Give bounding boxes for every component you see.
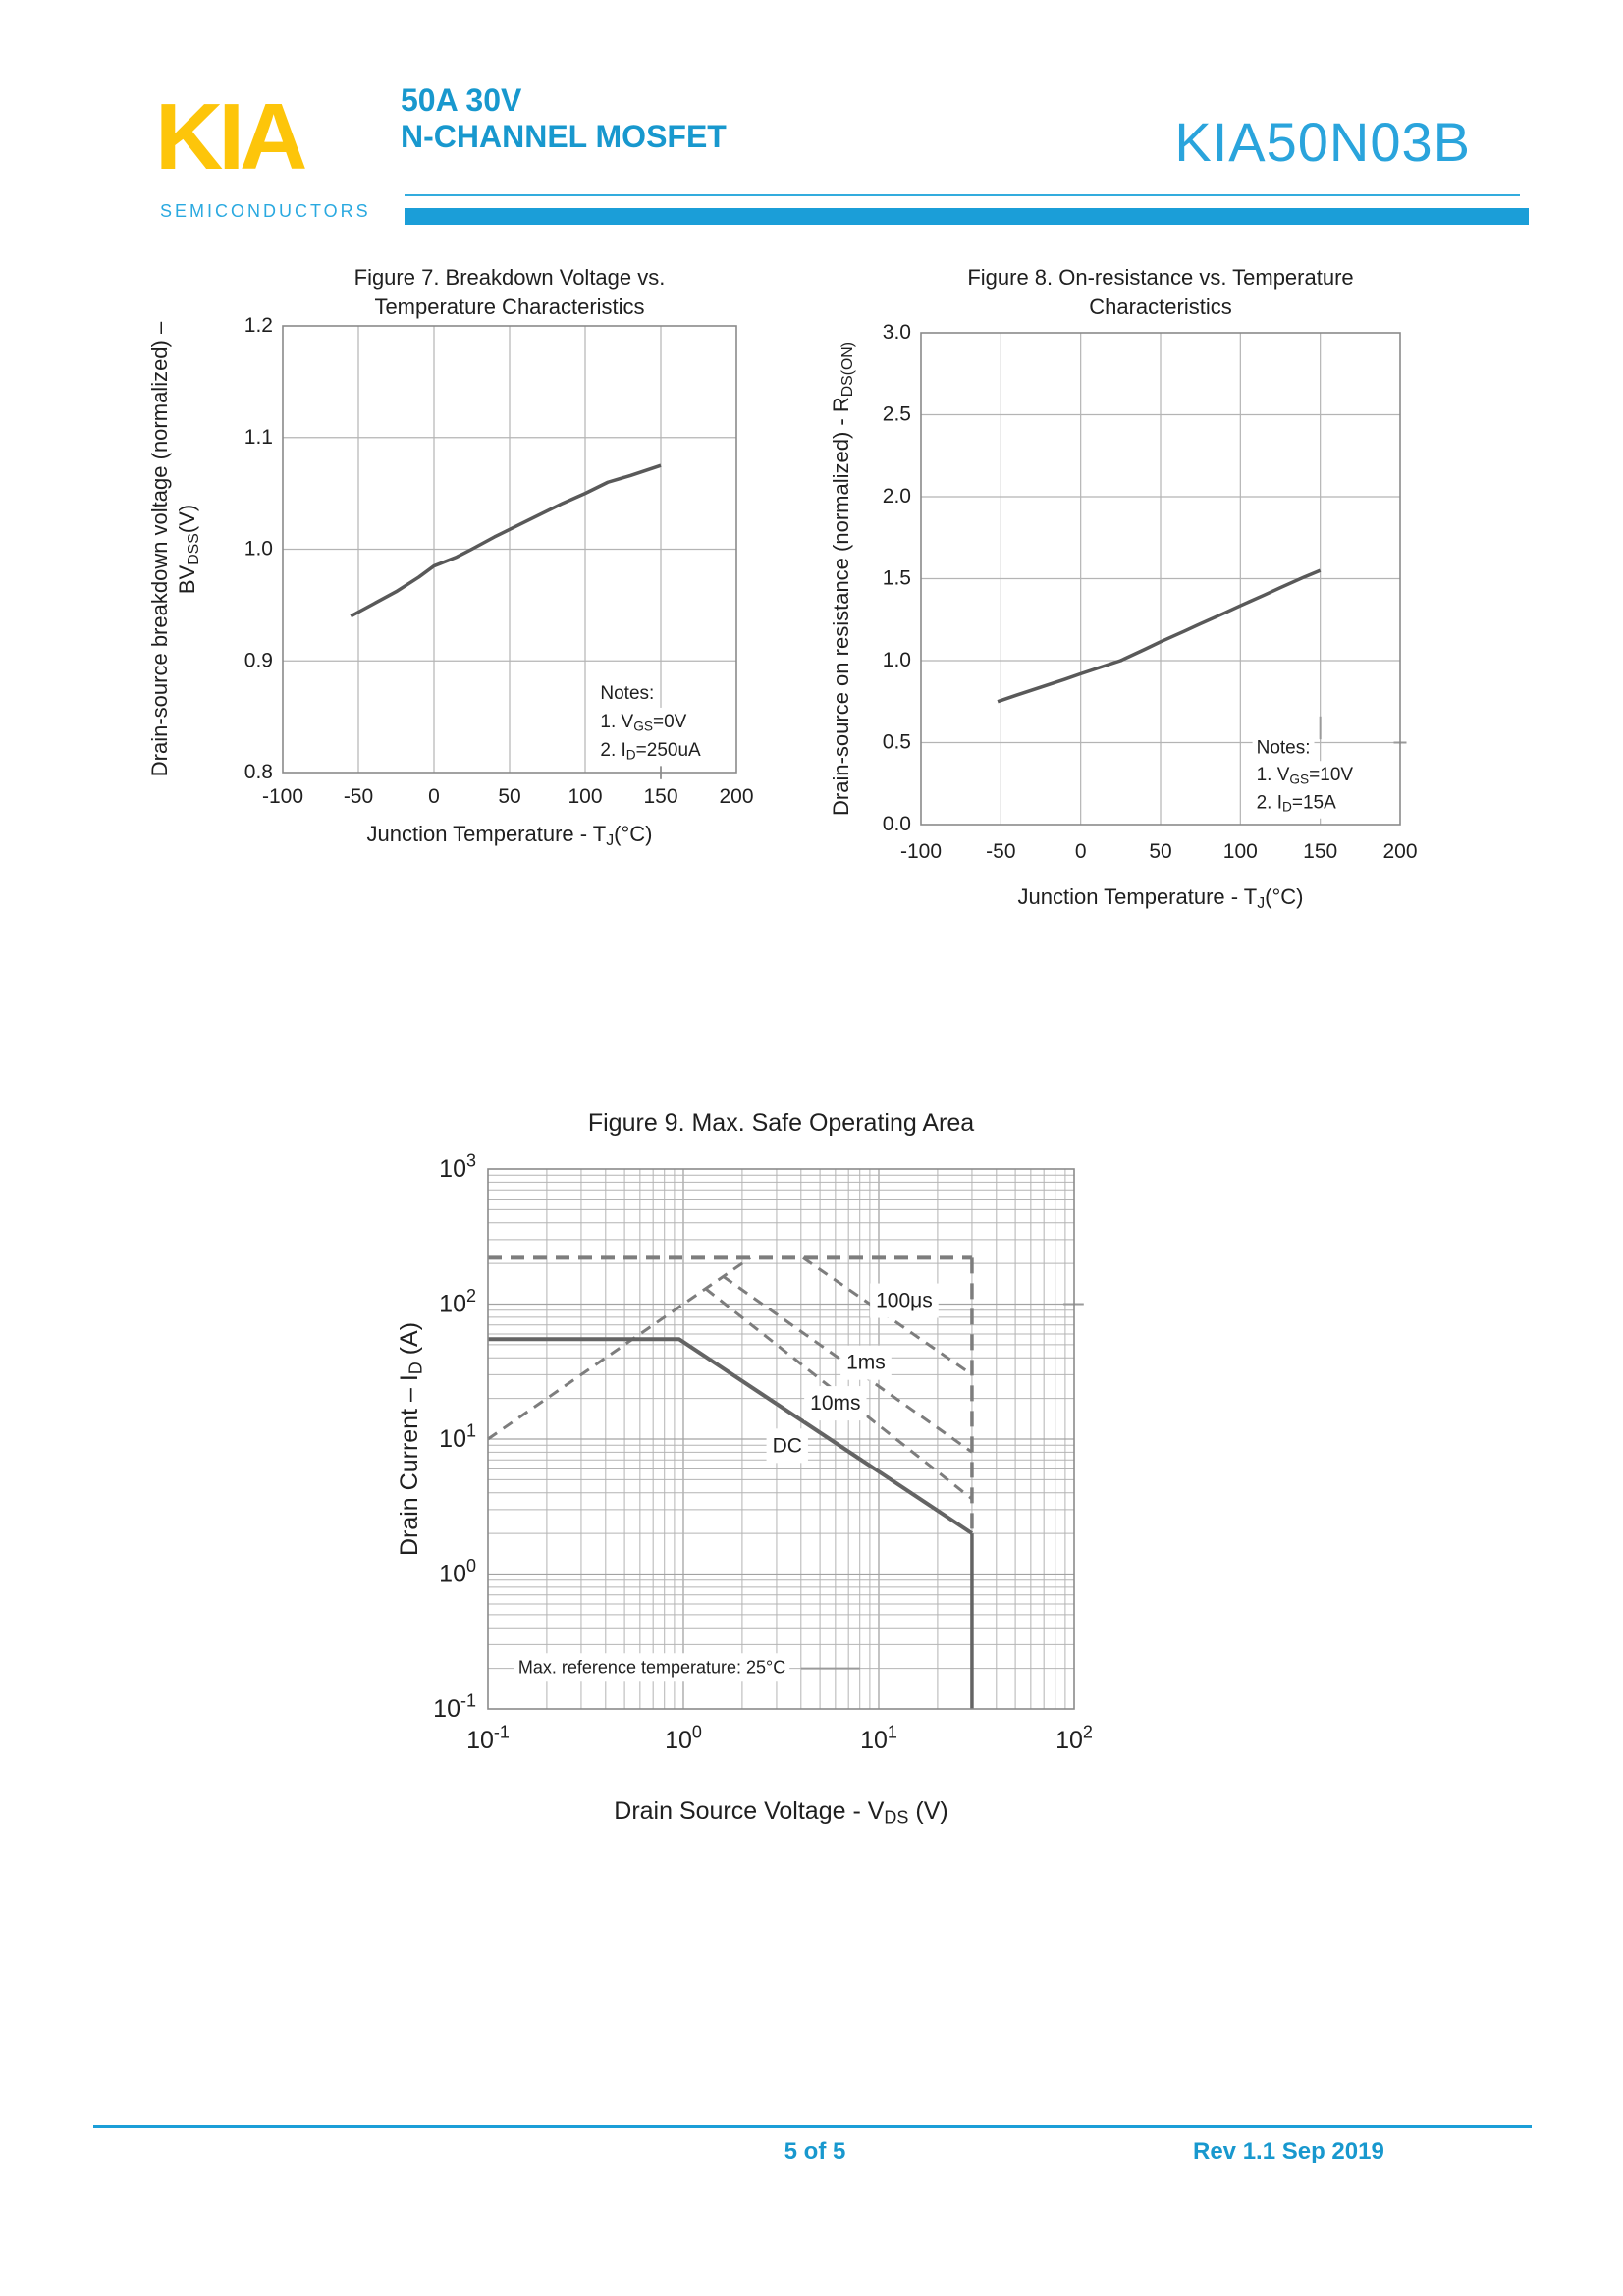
svg-text:DC: DC	[773, 1434, 802, 1457]
kia-logo: KIA	[155, 84, 307, 189]
svg-text:200: 200	[1382, 840, 1417, 863]
svg-text:0.9: 0.9	[244, 649, 273, 671]
footer-rule	[93, 2125, 1532, 2128]
svg-text:Temperature Characteristics: Temperature Characteristics	[374, 294, 644, 319]
figure8-chart: -100 -50 0 50 100 150 200 0.0 0.5 1.0 1.5 2.0 2.5 3.0…	[829, 265, 1418, 912]
svg-text:Junction Temperature - TJ(°C): Junction Temperature - TJ(°C)	[1017, 884, 1303, 912]
svg-text:0: 0	[1075, 840, 1087, 863]
svg-text:1.5: 1.5	[883, 566, 911, 589]
svg-text:50: 50	[498, 785, 520, 808]
figure7-chart: -100 -50 0 50 100 150 200 0.8 0.9 1.0 1.1 1.2 Figure…	[147, 265, 754, 849]
svg-text:Drain Current – ID (A): Drain Current – ID (A)	[396, 1322, 426, 1556]
logo-subtext: SEMICONDUCTORS	[160, 201, 371, 221]
header-accent-bar	[405, 208, 1529, 225]
svg-text:1.2: 1.2	[244, 314, 273, 337]
svg-text:1.0: 1.0	[244, 537, 273, 560]
svg-text:0.8: 0.8	[244, 761, 273, 783]
svg-text:0: 0	[428, 785, 440, 808]
svg-text:Notes:: Notes:	[1257, 737, 1311, 758]
svg-text:Figure 9. Max. Safe Operating: Figure 9. Max. Safe Operating Area	[588, 1109, 974, 1137]
svg-text:100μs: 100μs	[876, 1290, 933, 1312]
svg-text:Drain-source breakdown voltage: Drain-source breakdown voltage (normaliz…	[147, 321, 172, 776]
svg-text:0.0: 0.0	[883, 813, 911, 835]
svg-text:50: 50	[1149, 840, 1171, 863]
svg-text:100: 100	[665, 1723, 702, 1755]
footer-page-indicator: 5 of 5	[784, 2138, 846, 2164]
svg-text:101: 101	[439, 1421, 476, 1454]
device-type: N-CHANNEL MOSFET	[401, 119, 727, 155]
svg-text:Junction Temperature - TJ(°C): Junction Temperature - TJ(°C)	[366, 822, 652, 849]
svg-text:3.0: 3.0	[883, 321, 911, 344]
svg-text:Figure 7. Breakdown Voltage vs: Figure 7. Breakdown Voltage vs.	[354, 265, 666, 290]
device-subtitle: 50A 30V N-CHANNEL MOSFET	[401, 82, 727, 155]
svg-text:101: 101	[860, 1723, 897, 1755]
svg-text:150: 150	[1303, 840, 1337, 863]
device-rating: 50A 30V	[401, 82, 522, 118]
svg-text:200: 200	[719, 785, 753, 808]
svg-text:Figure 8. On-resistance vs. Te: Figure 8. On-resistance vs. Temperature	[967, 265, 1353, 290]
footer-revision: Rev 1.1 Sep 2019	[1193, 2138, 1384, 2164]
svg-text:2. ID=250uA: 2. ID=250uA	[600, 740, 701, 762]
svg-text:Drain-source on resistance (no: Drain-source on resistance (normalized) …	[829, 342, 856, 816]
svg-text:-100: -100	[262, 785, 303, 808]
svg-text:100: 100	[1223, 840, 1258, 863]
svg-text:100: 100	[568, 785, 602, 808]
svg-text:10-1: 10-1	[433, 1691, 476, 1724]
svg-text:2.0: 2.0	[883, 485, 911, 507]
svg-text:-50: -50	[344, 785, 373, 808]
svg-text:-50: -50	[986, 840, 1015, 863]
svg-text:1ms: 1ms	[846, 1352, 886, 1374]
svg-text:2.5: 2.5	[883, 402, 911, 425]
svg-text:1. VGS=10V: 1. VGS=10V	[1257, 765, 1354, 786]
figure7-series-breakdown-voltage-normalized	[350, 463, 662, 618]
svg-text:150: 150	[643, 785, 677, 808]
svg-text:10-1: 10-1	[466, 1723, 510, 1755]
svg-text:Notes:: Notes:	[600, 683, 654, 704]
svg-text:-100: -100	[900, 840, 942, 863]
svg-text:Max. reference temperature: 25: Max. reference temperature: 25°C	[518, 1657, 785, 1677]
svg-text:Characteristics: Characteristics	[1089, 294, 1231, 319]
svg-text:Drain Source Voltage - VDS (: Drain Source Voltage - VDS (V)	[614, 1797, 947, 1828]
figure9-series-rdson-limit	[487, 1256, 751, 1441]
svg-text:1.0: 1.0	[883, 649, 911, 671]
svg-text:103: 103	[439, 1151, 476, 1184]
part-number: KIA50N03B	[1174, 111, 1471, 173]
header-thin-rule	[405, 194, 1520, 196]
figure9-chart: 10-1 100 101 102 10-1 100 101 102 103 Figure 9. M…	[396, 1109, 1093, 1828]
figure8-series-on-resistance-normalized	[997, 568, 1322, 704]
svg-text:1.1: 1.1	[244, 425, 273, 448]
svg-text:2. ID=15A: 2. ID=15A	[1257, 792, 1337, 814]
svg-text:102: 102	[1055, 1723, 1093, 1755]
figure9-series-DC	[488, 1337, 974, 1535]
svg-text:BVDSS(V): BVDSS(V)	[175, 505, 202, 594]
svg-text:1. VGS=0V: 1. VGS=0V	[600, 712, 686, 733]
svg-text:100: 100	[439, 1556, 476, 1588]
svg-text:10ms: 10ms	[810, 1392, 860, 1415]
svg-text:0.5: 0.5	[883, 730, 911, 753]
svg-text:102: 102	[439, 1286, 476, 1318]
